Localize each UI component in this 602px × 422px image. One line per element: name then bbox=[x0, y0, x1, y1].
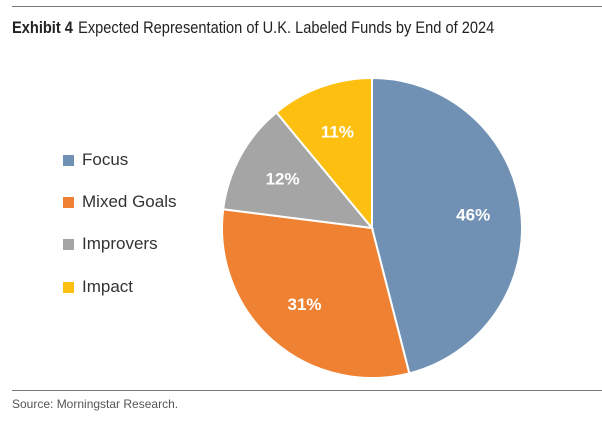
pie-slice-mixed-goals bbox=[221, 208, 411, 379]
exhibit-label: Exhibit 4 bbox=[12, 18, 73, 37]
bottom-rule bbox=[12, 390, 602, 391]
legend-swatch bbox=[63, 196, 74, 208]
legend-swatch bbox=[63, 154, 74, 166]
pie-slice-impact bbox=[274, 76, 373, 231]
legend-label: Focus bbox=[82, 150, 129, 169]
top-rule bbox=[12, 6, 602, 7]
legend-label: Improvers bbox=[82, 234, 158, 253]
legend-item: Improvers bbox=[63, 234, 158, 254]
legend-label: Impact bbox=[82, 277, 134, 296]
pie-slice-focus bbox=[371, 76, 523, 375]
data-label: 46% bbox=[456, 206, 490, 225]
legend-item: Mixed Goals bbox=[63, 192, 176, 212]
title-text: Expected Representation of U.K. Labeled … bbox=[78, 18, 495, 37]
data-label: 31% bbox=[288, 295, 322, 314]
data-label: 12% bbox=[266, 169, 300, 188]
pie-slice-improvers bbox=[222, 111, 375, 230]
chart-title: Exhibit 4 Expected Representation of U.K.… bbox=[12, 18, 494, 38]
legend-item: Impact bbox=[63, 277, 133, 297]
legend-swatch bbox=[63, 281, 74, 293]
legend-label: Mixed Goals bbox=[82, 192, 177, 211]
legend-swatch bbox=[63, 238, 74, 250]
data-label: 11% bbox=[321, 123, 354, 142]
legend-item: Focus bbox=[63, 150, 128, 170]
source-note: Source: Morningstar Research. bbox=[12, 397, 179, 411]
